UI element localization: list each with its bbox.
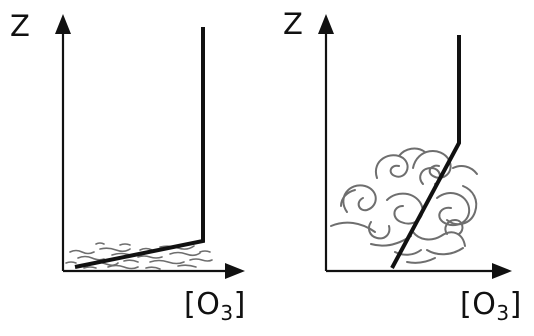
ozone-profile-line-left (74, 27, 205, 269)
z-axis-label-left: Z (10, 9, 30, 43)
o3-subscript: 3 (496, 301, 510, 325)
ozone-profile-line-right (390, 35, 461, 269)
z-axis-left (55, 14, 71, 271)
o3-axis-left (63, 263, 245, 279)
bracket-open: [ (184, 287, 197, 322)
panel-right (318, 14, 512, 279)
o3-species: O (196, 287, 221, 322)
z-axis-label-right: Z (283, 7, 303, 41)
o3-species: O (472, 287, 497, 322)
o3-axis-right (326, 263, 512, 279)
z-axis-right (318, 14, 334, 271)
bracket-close: ] (509, 287, 522, 322)
turbulence-layer-left (65, 242, 213, 270)
bracket-close: ] (233, 287, 246, 322)
panel-left (55, 14, 245, 279)
o3-axis-label-right: [O3] (460, 287, 522, 325)
o3-axis-label-left: [O3] (184, 287, 246, 325)
bracket-open: [ (460, 287, 473, 322)
o3-subscript: 3 (220, 301, 234, 325)
